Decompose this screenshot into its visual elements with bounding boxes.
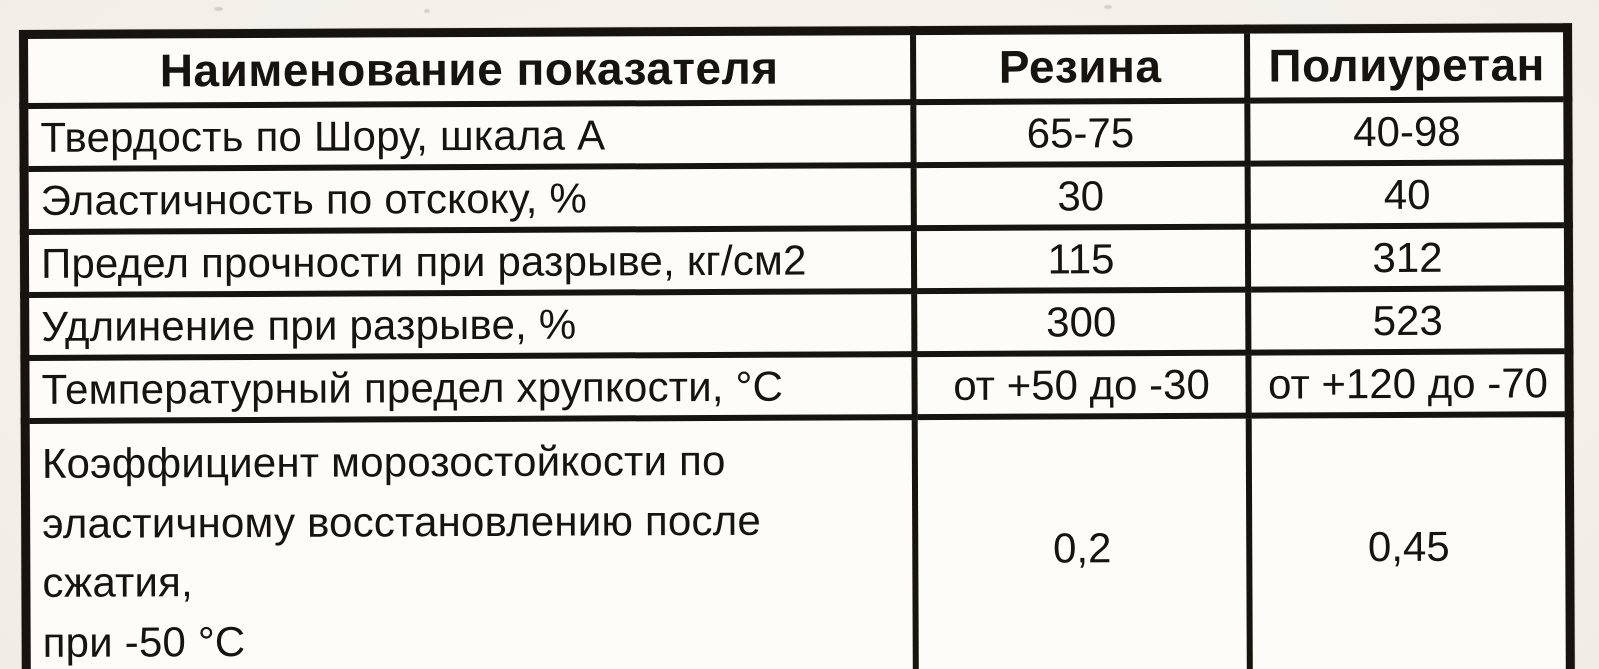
rubber-value-cell: 65-75 — [913, 100, 1248, 166]
property-name-cell: Удлинение при разрыве, % — [24, 291, 915, 358]
scan-noise-speck — [424, 9, 430, 13]
property-name-cell: Температурный предел хрупкости, °С — [24, 354, 915, 421]
table-scan-region: Наименование показателя Резина Полиурета… — [19, 23, 1576, 669]
property-name-cell: Эластичность по отскоку, % — [24, 165, 914, 232]
rubber-value-cell: 115 — [913, 226, 1249, 292]
rubber-value-cell: 300 — [914, 289, 1249, 355]
table-row: Коэффициент морозостойкости по эластично… — [25, 414, 1571, 669]
table-row: Твердость по Шору, шкала А 65-75 40-98 — [23, 99, 1569, 169]
table-row: Предел прочности при разрыве, кг/см2 115… — [24, 225, 1569, 295]
polyurethane-value-cell: от +120 до -70 — [1248, 351, 1570, 416]
polyurethane-value-cell: 40 — [1247, 162, 1569, 227]
column-header-property: Наименование показателя — [23, 30, 914, 106]
rubber-value-cell: 30 — [913, 163, 1248, 229]
rubber-value-cell: 0,2 — [914, 415, 1250, 669]
table-row: Эластичность по отскоку, % 30 40 — [24, 162, 1569, 232]
polyurethane-value-cell: 40-98 — [1247, 99, 1569, 164]
property-name-cell: Твердость по Шору, шкала А — [23, 102, 914, 169]
polyurethane-value-cell: 0,45 — [1248, 414, 1571, 669]
property-name-cell: Коэффициент морозостойкости по эластично… — [25, 417, 916, 669]
property-name-cell: Предел прочности при разрыве, кг/см2 — [24, 228, 915, 295]
material-properties-table: Наименование показателя Резина Полиурета… — [19, 23, 1576, 669]
column-header-rubber: Резина — [913, 29, 1248, 103]
scan-noise-speck — [1104, 5, 1112, 9]
scan-noise-speck — [214, 7, 223, 11]
header-row: Наименование показателя Резина Полиурета… — [23, 27, 1568, 106]
rubber-value-cell: от +50 до -30 — [914, 352, 1249, 418]
polyurethane-value-cell: 523 — [1248, 288, 1569, 353]
table-row: Удлинение при разрыве, % 300 523 — [24, 288, 1569, 358]
polyurethane-value-cell: 312 — [1247, 225, 1569, 290]
column-header-polyurethane: Полиуретан — [1247, 27, 1568, 101]
table-row: Температурный предел хрупкости, °С от +5… — [24, 351, 1570, 421]
